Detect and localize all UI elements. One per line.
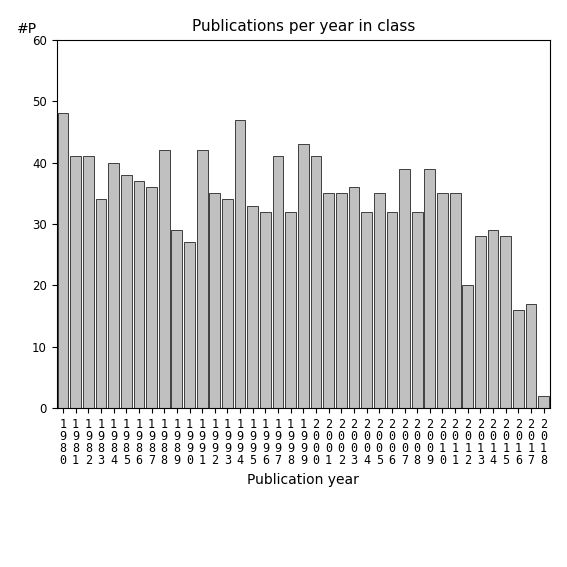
Bar (425, 169, 435, 408)
Bar (526, 304, 536, 408)
Bar (83, 156, 94, 408)
Bar (500, 236, 511, 408)
Bar (58, 113, 69, 408)
Bar (260, 211, 271, 408)
Bar (437, 193, 448, 408)
Bar (349, 187, 359, 408)
Bar (463, 285, 473, 408)
Bar (134, 181, 144, 408)
Bar (184, 242, 195, 408)
Bar (171, 230, 182, 408)
Bar (374, 193, 384, 408)
Title: Publications per year in class: Publications per year in class (192, 19, 415, 35)
Bar (399, 169, 410, 408)
Bar (323, 193, 334, 408)
Bar (387, 211, 397, 408)
Bar (336, 193, 346, 408)
Bar (412, 211, 422, 408)
Bar (538, 396, 549, 408)
Bar (513, 310, 524, 408)
Bar (361, 211, 372, 408)
Bar (70, 156, 81, 408)
Bar (298, 144, 308, 408)
Bar (273, 156, 284, 408)
Bar (121, 175, 132, 408)
Bar (311, 156, 321, 408)
Bar (159, 150, 170, 408)
Bar (146, 187, 157, 408)
Bar (235, 120, 246, 408)
Bar (197, 150, 208, 408)
Bar (285, 211, 296, 408)
Bar (209, 193, 220, 408)
Bar (96, 200, 107, 408)
Bar (108, 163, 119, 408)
Bar (488, 230, 498, 408)
Bar (247, 205, 258, 408)
Bar (222, 200, 233, 408)
Bar (450, 193, 460, 408)
Text: #P: #P (17, 22, 37, 36)
Bar (475, 236, 486, 408)
X-axis label: Publication year: Publication year (247, 472, 359, 486)
